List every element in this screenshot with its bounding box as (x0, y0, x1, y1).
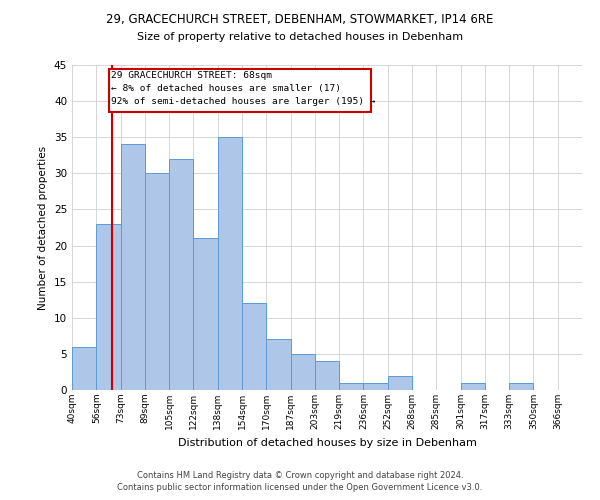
Text: 29, GRACECHURCH STREET, DEBENHAM, STOWMARKET, IP14 6RE: 29, GRACECHURCH STREET, DEBENHAM, STOWMA… (106, 12, 494, 26)
Text: Contains HM Land Registry data © Crown copyright and database right 2024.: Contains HM Land Registry data © Crown c… (137, 472, 463, 480)
FancyBboxPatch shape (109, 68, 371, 112)
Bar (364, 383, 388, 390)
Text: Distribution of detached houses by size in Debenham: Distribution of detached houses by size … (178, 438, 476, 448)
Bar (242, 304, 266, 390)
Bar (290, 354, 315, 390)
Bar (121, 144, 145, 390)
Bar (218, 137, 242, 390)
Bar (509, 383, 533, 390)
Bar (145, 174, 169, 390)
Text: Contains public sector information licensed under the Open Government Licence v3: Contains public sector information licen… (118, 482, 482, 492)
Y-axis label: Number of detached properties: Number of detached properties (38, 146, 49, 310)
Bar (339, 383, 364, 390)
Bar (461, 383, 485, 390)
Bar (388, 376, 412, 390)
Bar (193, 238, 218, 390)
Text: 92% of semi-detached houses are larger (195) →: 92% of semi-detached houses are larger (… (110, 97, 375, 106)
Bar (266, 340, 290, 390)
Text: ← 8% of detached houses are smaller (17): ← 8% of detached houses are smaller (17) (110, 84, 341, 93)
Bar (315, 361, 339, 390)
Bar (96, 224, 121, 390)
Text: 29 GRACECHURCH STREET: 68sqm: 29 GRACECHURCH STREET: 68sqm (110, 71, 272, 80)
Bar (72, 346, 96, 390)
Bar (169, 159, 193, 390)
Text: Size of property relative to detached houses in Debenham: Size of property relative to detached ho… (137, 32, 463, 42)
